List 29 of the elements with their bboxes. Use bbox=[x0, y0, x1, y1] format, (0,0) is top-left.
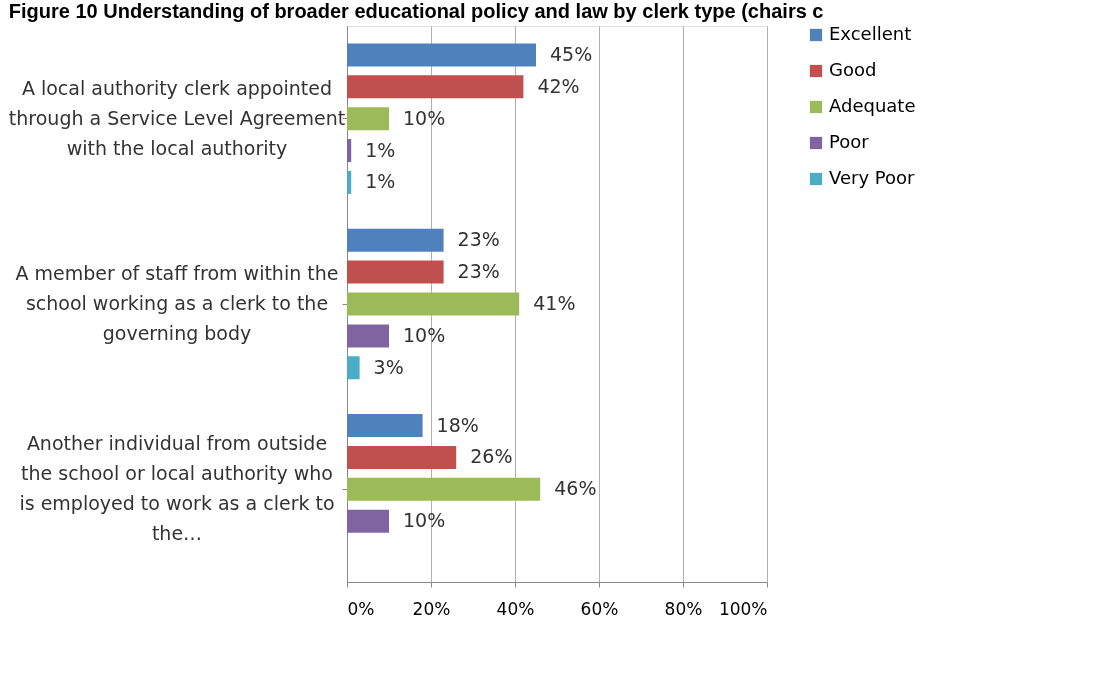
legend-label: Adequate bbox=[829, 95, 916, 116]
data-label: 26% bbox=[470, 445, 513, 468]
legend-label: Very Poor bbox=[829, 167, 915, 188]
legend-label: Good bbox=[829, 59, 877, 80]
chart-title: Figure 10 Understanding of broader educational policy and law by clerk type (chairs c bbox=[8, 0, 824, 22]
legend-label: Poor bbox=[829, 131, 870, 152]
data-label: 1% bbox=[365, 170, 396, 193]
x-tick-label: 100% bbox=[718, 598, 768, 619]
data-label: 10% bbox=[403, 509, 446, 532]
x-tick-label: 20% bbox=[412, 598, 451, 619]
data-label: 3% bbox=[373, 355, 404, 378]
y-tick-label: Another individual from outside the school or local authority who is employed to work as a clerk to the… bbox=[19, 432, 335, 545]
x-tick-label: 40% bbox=[496, 598, 535, 619]
data-label: 23% bbox=[457, 228, 500, 251]
data-label: 18% bbox=[436, 413, 479, 436]
x-tick-label: 0% bbox=[347, 598, 375, 619]
x-tick-label: 60% bbox=[580, 598, 619, 619]
data-label: 41% bbox=[533, 292, 576, 314]
data-label: 42% bbox=[537, 74, 580, 97]
data-label: 10% bbox=[403, 323, 446, 346]
data-label: 23% bbox=[457, 260, 500, 283]
data-label: 10% bbox=[403, 106, 446, 129]
y-tick-label: A local authority clerk appointed through a Service Level Agreement with the local authority bbox=[8, 76, 346, 159]
legend-label: Excellent bbox=[829, 23, 912, 44]
y-tick-label: A member of staff from within the school working as a clerk to the governing body bbox=[15, 262, 339, 344]
data-label: 1% bbox=[365, 138, 396, 161]
x-tick-label: 80% bbox=[664, 598, 703, 619]
data-label: 46% bbox=[554, 477, 597, 500]
data-label: 45% bbox=[550, 42, 593, 65]
